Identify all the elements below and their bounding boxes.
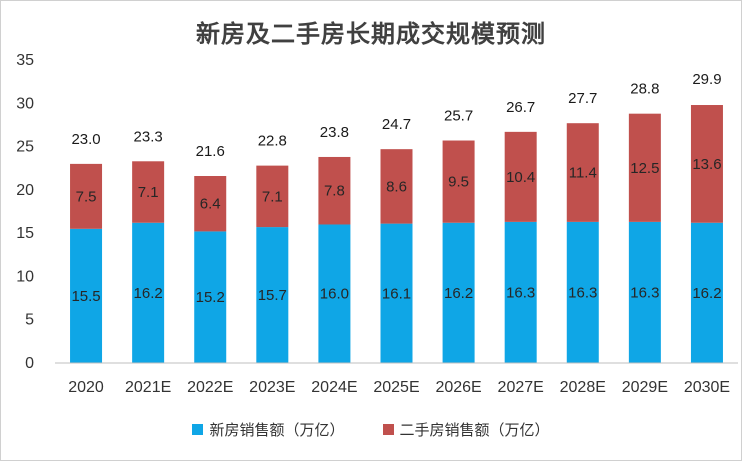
legend-swatch-second-hand bbox=[382, 424, 394, 435]
data-label-second-hand: 6.4 bbox=[200, 196, 221, 213]
legend-item-second-hand: 二手房销售额（万亿） bbox=[382, 419, 550, 440]
data-label-second-hand: 10.4 bbox=[506, 169, 535, 186]
data-label-new-house: 16.3 bbox=[630, 284, 659, 301]
x-tick-label: 2020 bbox=[68, 379, 104, 396]
data-label-second-hand: 7.1 bbox=[138, 184, 159, 201]
bars bbox=[70, 105, 723, 363]
data-label-new-house: 16.2 bbox=[134, 285, 163, 302]
x-tick-label: 2023E bbox=[249, 379, 295, 396]
bar-new-house bbox=[566, 221, 599, 363]
x-tick-label: 2021E bbox=[125, 379, 171, 396]
data-label-total: 23.0 bbox=[71, 131, 100, 148]
bar-second-hand bbox=[380, 149, 413, 224]
x-tick-label: 2022E bbox=[187, 379, 233, 396]
bar-new-house bbox=[256, 227, 289, 363]
data-label-total: 24.7 bbox=[382, 116, 411, 133]
data-label-new-house: 16.2 bbox=[444, 285, 473, 302]
y-tick-label: 15 bbox=[16, 225, 34, 242]
data-label-new-house: 16.2 bbox=[692, 285, 721, 302]
bar-new-house bbox=[628, 221, 661, 363]
x-tick-label: 2028E bbox=[560, 379, 606, 396]
data-label-second-hand: 7.1 bbox=[262, 188, 283, 205]
legend: 新房销售额（万亿） 二手房销售额（万亿） bbox=[0, 419, 742, 440]
bar-second-hand bbox=[70, 163, 103, 229]
bar-new-house bbox=[442, 222, 475, 363]
y-tick-label: 20 bbox=[16, 182, 34, 199]
data-label-second-hand: 9.5 bbox=[448, 174, 469, 191]
chart-title: 新房及二手房长期成交规模预测 bbox=[196, 19, 546, 48]
legend-label-new-house: 新房销售额（万亿） bbox=[209, 421, 345, 439]
data-label-second-hand: 8.6 bbox=[386, 178, 407, 195]
data-label-new-house: 16.3 bbox=[568, 284, 597, 301]
data-label-new-house: 16.1 bbox=[382, 285, 411, 302]
y-tick-label: 5 bbox=[25, 312, 34, 329]
data-label-second-hand: 12.5 bbox=[630, 160, 659, 177]
x-tick-label: 2027E bbox=[498, 379, 544, 396]
legend-item-new-house: 新房销售额（万亿） bbox=[192, 419, 345, 440]
data-label-total: 21.6 bbox=[196, 143, 225, 160]
bar-second-hand bbox=[256, 165, 289, 228]
legend-label-second-hand: 二手房销售额（万亿） bbox=[399, 421, 550, 439]
data-label-new-house: 15.2 bbox=[196, 289, 225, 306]
data-labels: 15.5 7.5 23.0 16.2 7.1 23.3 15.2 6.4 21.6 15.7 7.1… bbox=[71, 71, 721, 306]
bar-second-hand bbox=[628, 113, 661, 222]
bar-new-house bbox=[318, 224, 351, 363]
y-axis: 0 5 10 15 20 25 30 35 bbox=[16, 52, 34, 372]
x-tick-label: 2025E bbox=[373, 379, 419, 396]
data-label-total: 23.8 bbox=[320, 124, 349, 141]
y-tick-label: 25 bbox=[16, 139, 34, 156]
x-tick-label: 2024E bbox=[311, 379, 357, 396]
y-tick-label: 30 bbox=[16, 95, 34, 112]
bar-new-house bbox=[194, 231, 227, 363]
data-label-total: 27.7 bbox=[568, 90, 597, 107]
data-label-second-hand: 11.4 bbox=[569, 165, 597, 182]
data-label-second-hand: 7.5 bbox=[76, 188, 97, 205]
bar-new-house bbox=[690, 222, 723, 363]
x-axis: 2020 2021E 2022E 2023E 2024E 2025E 2026E 2027E 2… bbox=[68, 379, 730, 396]
data-label-new-house: 15.5 bbox=[71, 288, 100, 305]
bar-new-house bbox=[132, 222, 165, 363]
data-label-total: 23.3 bbox=[134, 128, 163, 145]
data-label-new-house: 16.0 bbox=[320, 286, 349, 303]
data-label-total: 28.8 bbox=[630, 81, 659, 98]
data-label-new-house: 16.3 bbox=[506, 284, 535, 301]
bar-second-hand bbox=[690, 105, 723, 223]
bar-second-hand bbox=[504, 131, 537, 222]
bar-second-hand bbox=[318, 156, 351, 225]
data-label-second-hand: 13.6 bbox=[692, 156, 721, 173]
data-label-second-hand: 7.8 bbox=[324, 183, 345, 200]
data-label-new-house: 15.7 bbox=[258, 287, 287, 304]
x-tick-label: 2029E bbox=[622, 379, 668, 396]
data-label-total: 22.8 bbox=[258, 133, 287, 150]
bar-second-hand bbox=[442, 140, 475, 223]
bar-second-hand bbox=[566, 123, 599, 222]
data-label-total: 26.7 bbox=[506, 99, 535, 116]
x-tick-label: 2026E bbox=[435, 379, 481, 396]
y-tick-label: 35 bbox=[16, 52, 34, 69]
y-tick-label: 10 bbox=[16, 268, 34, 285]
y-tick-label: 0 bbox=[25, 355, 34, 372]
bar-new-house bbox=[380, 223, 413, 363]
legend-swatch-new-house bbox=[192, 424, 204, 435]
bar-second-hand bbox=[194, 176, 227, 232]
x-tick-label: 2030E bbox=[684, 379, 730, 396]
bar-new-house bbox=[70, 228, 103, 363]
data-label-total: 29.9 bbox=[692, 71, 721, 88]
data-label-total: 25.7 bbox=[444, 108, 473, 125]
bar-second-hand bbox=[132, 161, 165, 223]
bar-new-house bbox=[504, 221, 537, 363]
